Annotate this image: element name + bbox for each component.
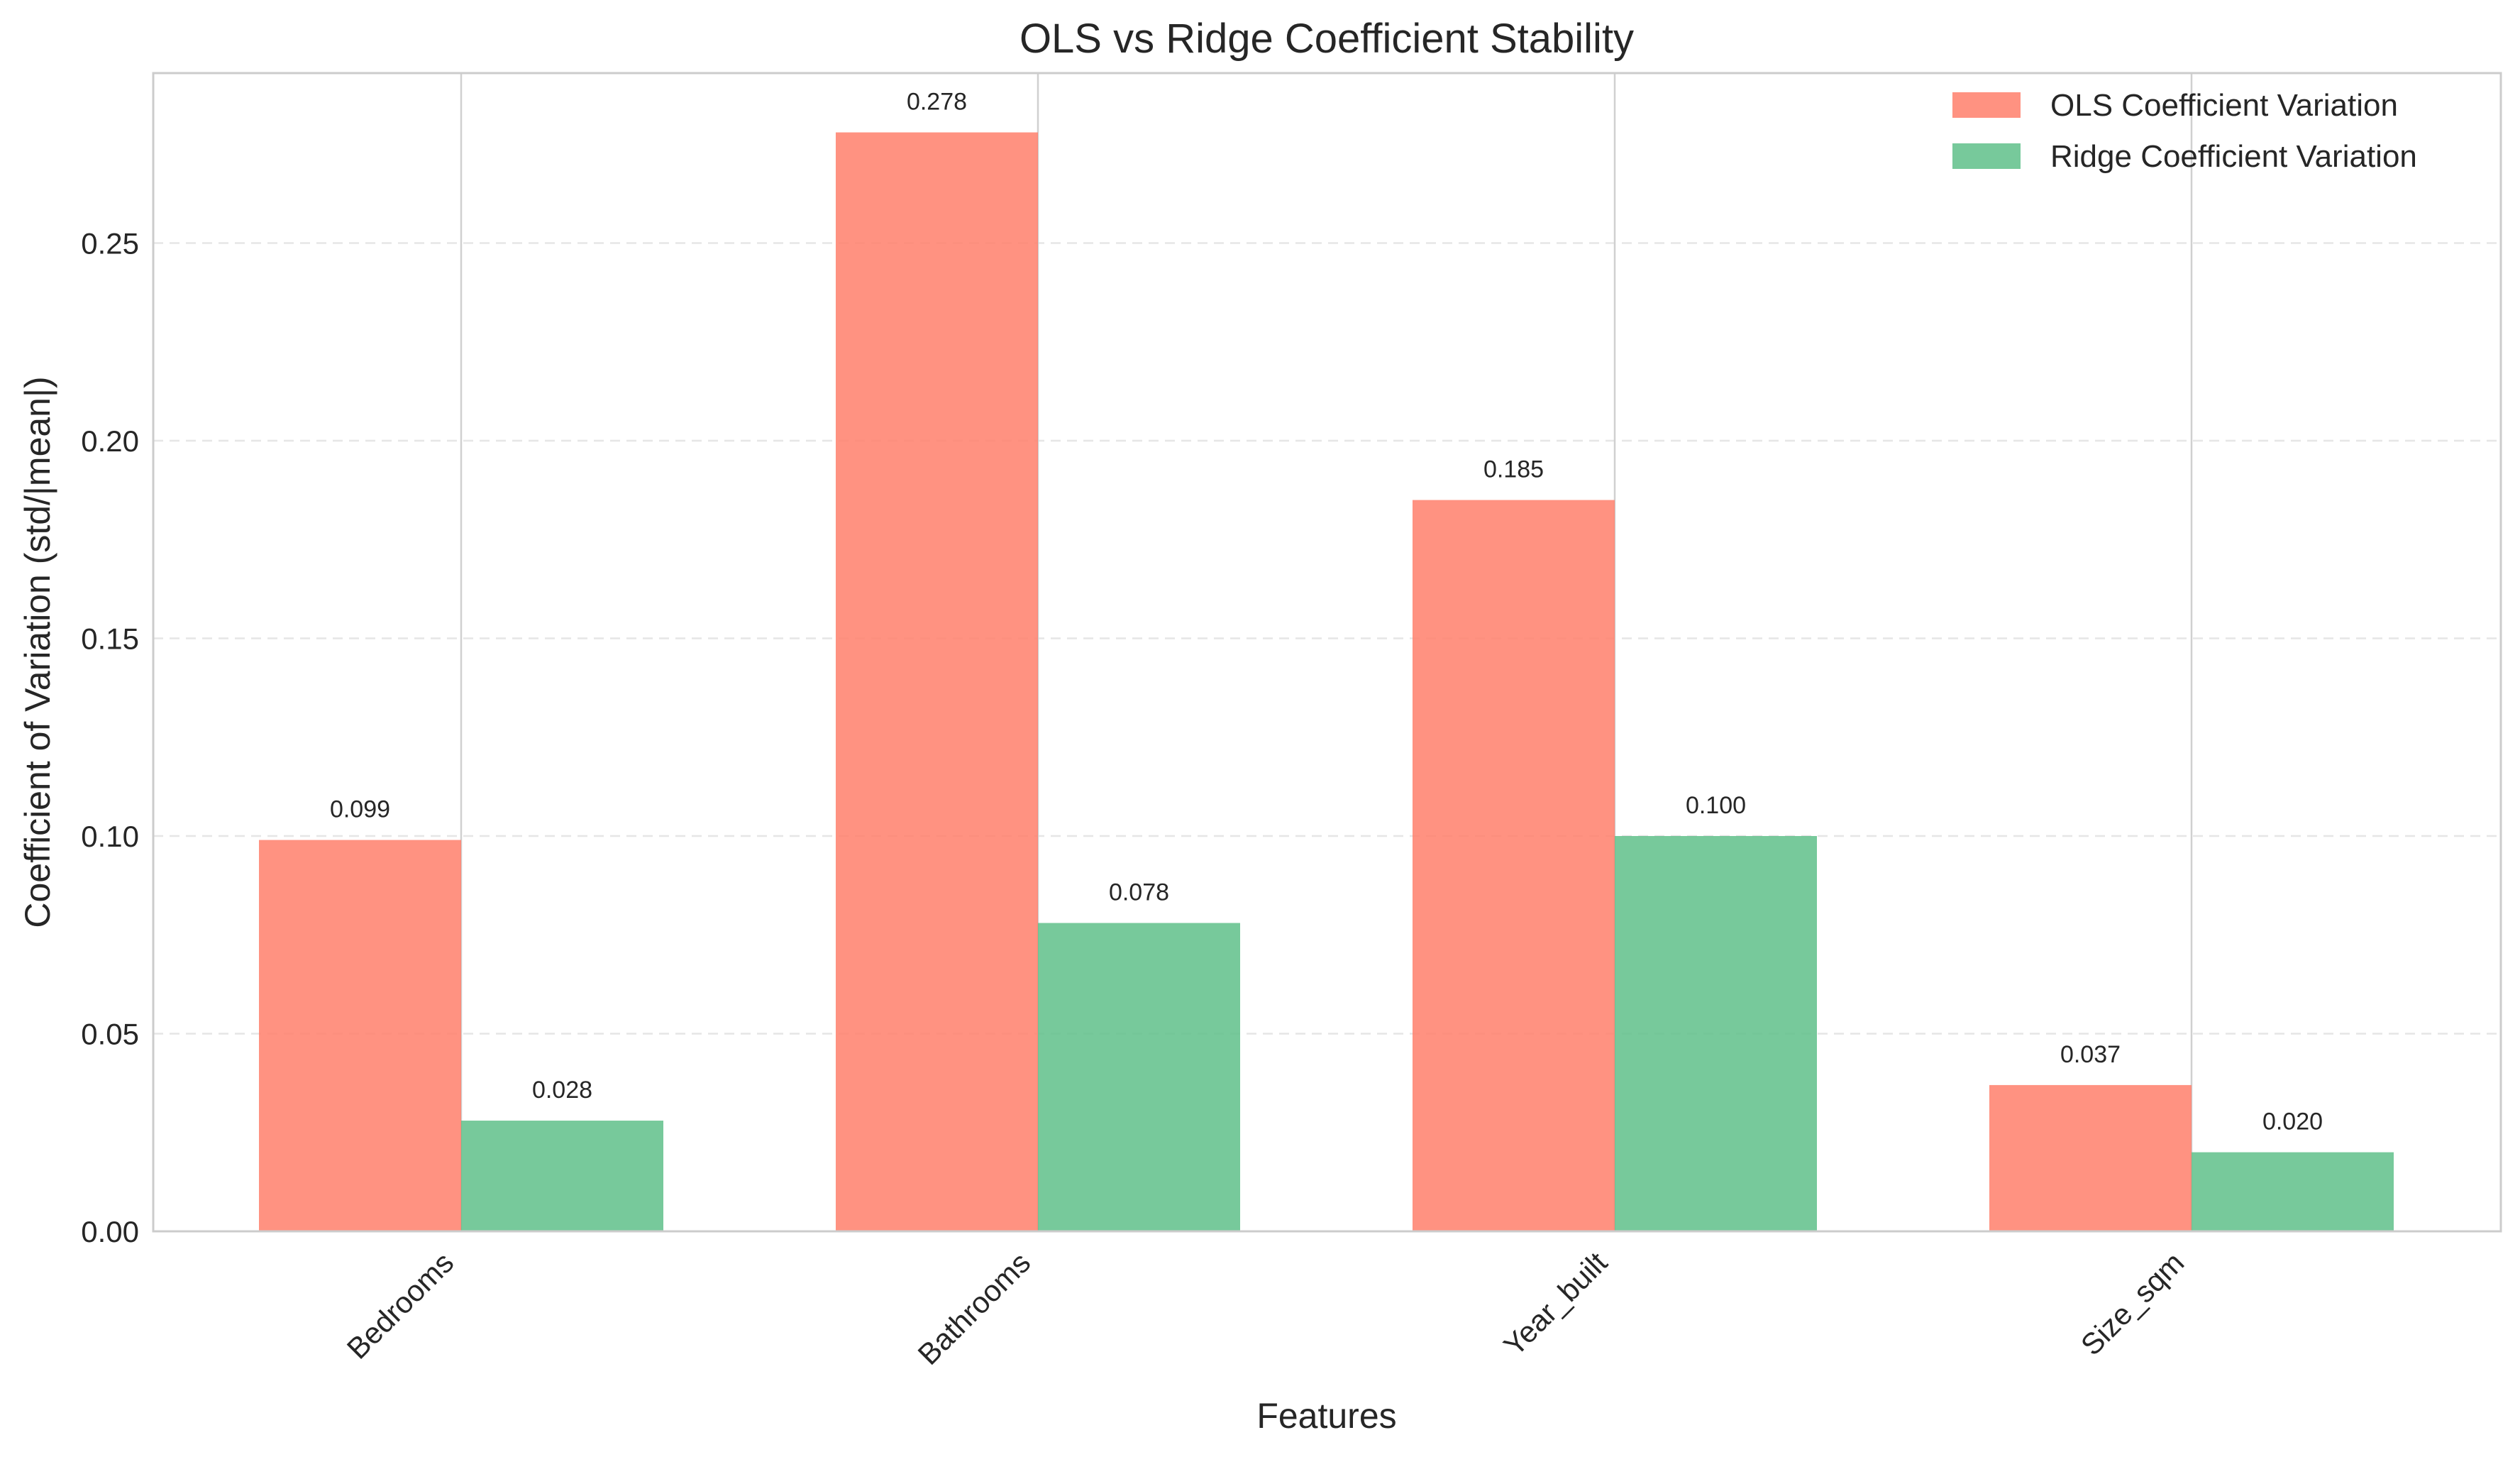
ols-bar-size_sqm	[1989, 1084, 2192, 1231]
x-axis-label: Features	[1256, 1396, 1396, 1436]
chart-title: OLS vs Ridge Coefficient Stability	[1019, 16, 1634, 62]
ols-bar-bedrooms	[259, 840, 461, 1231]
ridge-bar-value-label: 0.028	[532, 1077, 592, 1104]
ridge-bar-year_built	[1615, 836, 1817, 1231]
ridge-bar-value-label: 0.020	[2262, 1109, 2323, 1136]
ols-bar-value-label: 0.099	[330, 796, 390, 823]
ols-bar-year_built	[1413, 500, 1615, 1231]
legend-swatch-ols	[1952, 92, 2021, 118]
bar-labels: 0.099 0.278 0.185 0.037 0.028 0.078 0.100 0.020	[330, 89, 2323, 1136]
bars	[259, 132, 2394, 1232]
y-tick-label: 0.15	[81, 622, 139, 656]
ols-bar-value-label: 0.037	[2060, 1041, 2121, 1068]
y-tick-label: 0.20	[81, 424, 139, 458]
ols-bar-bathrooms	[836, 132, 1038, 1232]
legend-label-ridge: Ridge Coefficient Variation	[2050, 139, 2417, 174]
y-axis-label: Coefficient of Variation (std/|mean|)	[18, 376, 57, 928]
legend-label-ols: OLS Coefficient Variation	[2050, 88, 2398, 123]
ridge-bar-bathrooms	[1038, 923, 1240, 1231]
legend: OLS Coefficient Variation Ridge Coefficie…	[1952, 88, 2417, 174]
ridge-bar-size_sqm	[2192, 1152, 2394, 1231]
ols-bar-value-label: 0.185	[1483, 456, 1544, 483]
plot-frame	[152, 72, 2502, 1233]
y-axis-ticks: 0.00 0.05 0.10 0.15 0.20 0.25	[81, 227, 139, 1248]
y-tick-label: 0.05	[81, 1018, 139, 1051]
y-tick-label: 0.00	[81, 1215, 139, 1248]
ridge-bar-value-label: 0.078	[1109, 879, 1169, 906]
legend-swatch-ridge	[1952, 143, 2021, 169]
ols-bar-value-label: 0.278	[907, 89, 967, 116]
ridge-bar-value-label: 0.100	[1686, 792, 1746, 819]
y-tick-label: 0.25	[81, 227, 139, 260]
y-tick-label: 0.10	[81, 820, 139, 853]
ridge-bar-bedrooms	[461, 1121, 663, 1231]
